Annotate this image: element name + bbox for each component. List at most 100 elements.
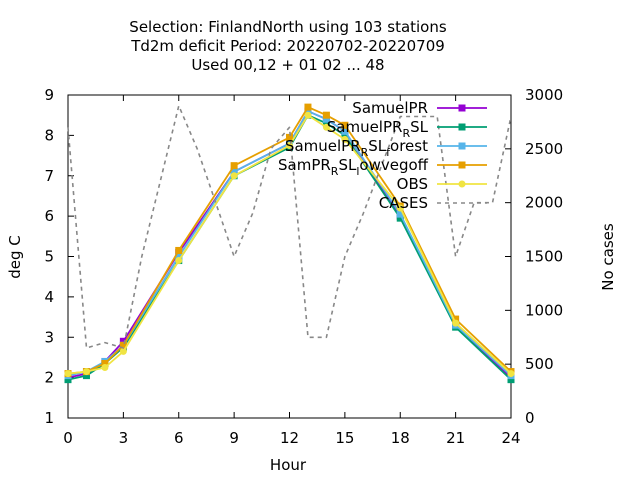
data-point: [322, 111, 330, 119]
x-tick-label: 0: [63, 429, 73, 447]
y-tick-label: 1: [44, 409, 54, 427]
x-tick-label: 6: [174, 429, 184, 447]
x-tick-label: 15: [335, 429, 354, 447]
x-tick-label: 12: [280, 429, 299, 447]
data-point: [304, 107, 312, 115]
data-point: [322, 119, 330, 127]
data-point: [64, 370, 72, 378]
y2-tick-label: 3000: [525, 86, 563, 104]
data-point: [304, 111, 312, 119]
y-axis-label: deg C: [6, 235, 24, 279]
legend: SamuelPRSamuelPRRSLSamuelPRRSLforestSamP…: [278, 99, 487, 212]
y-tick-label: 7: [44, 167, 54, 185]
legend-label-main: CASES: [379, 194, 428, 212]
legend-label: SamuelPRRSL: [327, 118, 429, 140]
legend-label: SamuelPRRSLforest: [285, 137, 428, 159]
y-tick-label: 5: [44, 248, 54, 266]
data-point: [452, 319, 460, 327]
legend-label-main: OBS: [397, 175, 428, 193]
legend-label-main: SamuelPR: [352, 99, 428, 117]
data-point: [396, 210, 404, 218]
data-point: [119, 347, 127, 355]
y-tick-label: 9: [44, 86, 54, 104]
y-axis-right: 0 500 1000 1500 2000 2500 3000: [505, 86, 563, 427]
data-point: [230, 168, 238, 176]
chart-title: Selection: FinlandNorth using 103 statio…: [129, 18, 447, 74]
data-point: [82, 368, 90, 376]
data-point: [82, 372, 90, 380]
y-tick-label: 6: [44, 207, 54, 225]
x-tick-label: 24: [501, 429, 520, 447]
legend-marker: [458, 142, 466, 150]
data-point: [341, 135, 349, 143]
legend-label-part: SL: [410, 118, 429, 136]
data-point: [304, 103, 312, 111]
y2-tick-label: 1500: [525, 248, 563, 266]
legend-label-part: orest: [390, 137, 428, 155]
x-axis-label: Hour: [270, 456, 307, 474]
data-point: [507, 370, 515, 378]
x-tick-label: 9: [229, 429, 239, 447]
data-point: [396, 214, 404, 222]
data-point: [175, 253, 183, 260]
x-axis: 0 3 6 9 12 15 18 21 24: [63, 95, 521, 447]
data-point: [322, 123, 330, 131]
legend-label: OBS: [397, 175, 428, 193]
legend-label-main: SamPR: [278, 156, 331, 174]
data-point: [341, 121, 349, 129]
data-point: [230, 172, 238, 180]
legend-marker: [458, 104, 466, 112]
y-tick-label: 3: [44, 328, 54, 346]
legend-label-part: R: [402, 127, 410, 140]
legend-label-part: R: [331, 165, 339, 178]
x-tick-label: 3: [119, 429, 129, 447]
legend-label: SamuelPR: [352, 99, 428, 117]
legend-marker: [458, 123, 466, 131]
legend-label-main: SamuelPR: [285, 137, 361, 155]
title-line-2: Td2m deficit Period: 20220702-20220709: [130, 37, 445, 55]
data-point: [175, 246, 183, 254]
y2-tick-label: 2500: [525, 140, 563, 158]
y2-tick-label: 2000: [525, 194, 563, 212]
data-point: [341, 127, 349, 135]
x-tick-label: 18: [391, 429, 410, 447]
legend-marker: [458, 161, 466, 169]
data-point: [119, 341, 127, 349]
x-tick-label: 21: [446, 429, 465, 447]
legend-label-part: l: [356, 165, 359, 178]
legend-label-part: SL: [368, 137, 387, 155]
series-4: [64, 111, 515, 378]
legend-marker: [458, 180, 466, 188]
data-point: [230, 162, 238, 170]
y2-tick-label: 0: [525, 409, 535, 427]
y-tick-label: 8: [44, 126, 54, 144]
series-5: [67, 105, 512, 349]
title-line-3: Used 00,12 + 01 02 ... 48: [191, 56, 384, 74]
legend-label: CASES: [379, 194, 428, 212]
legend-label-main: SamuelPR: [327, 118, 403, 136]
data-point: [322, 115, 330, 123]
series-line: [67, 105, 512, 349]
data-point: [119, 337, 127, 345]
y-tick-label: 2: [44, 369, 54, 387]
title-line-1: Selection: FinlandNorth using 103 statio…: [129, 18, 447, 36]
series-layer: [64, 103, 515, 384]
data-point: [175, 257, 183, 265]
data-point: [101, 359, 109, 367]
legend-label-part: f: [386, 146, 391, 159]
legend-label-part: SL: [338, 156, 357, 174]
data-point: [452, 315, 460, 323]
data-point: [396, 204, 404, 212]
data-point: [64, 376, 72, 384]
data-point: [101, 364, 109, 372]
legend-label-part: owvegoff: [359, 156, 428, 174]
legend-label-part: R: [361, 146, 369, 159]
legend-label: SamPRRSLlowvegoff: [278, 156, 429, 178]
data-point: [507, 376, 515, 384]
data-point: [341, 131, 349, 139]
y2-tick-label: 1000: [525, 301, 563, 319]
y2-tick-label: 500: [525, 355, 554, 373]
y-axis-left: 1 2 3 4 5 6 7 8 9: [44, 86, 74, 427]
y-tick-label: 4: [44, 288, 54, 306]
